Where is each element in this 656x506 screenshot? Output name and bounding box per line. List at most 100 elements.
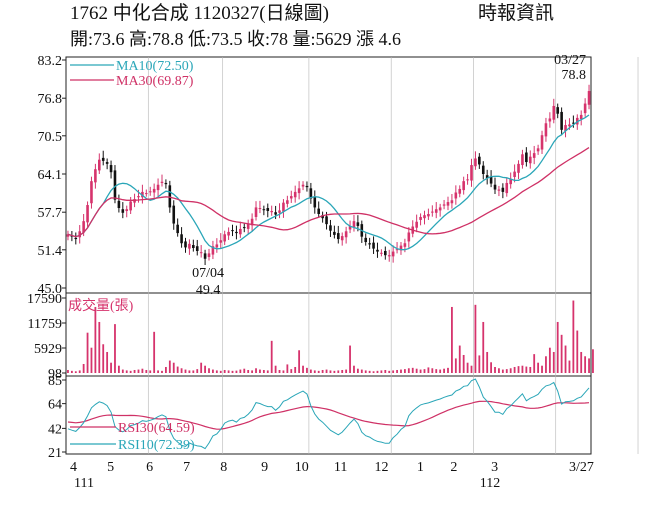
candle-down <box>242 227 246 229</box>
candle-down <box>168 185 172 208</box>
candle-up <box>583 103 587 114</box>
volume-bar <box>584 356 587 373</box>
volume-bar <box>200 362 203 373</box>
volume-bar <box>403 369 406 373</box>
candle-up <box>250 218 254 226</box>
candle-up <box>517 163 520 173</box>
candle-down <box>176 224 179 234</box>
volume-bar <box>458 345 461 373</box>
volume-bar <box>329 370 332 373</box>
volume-bar <box>114 324 116 373</box>
month-tick-label: 6 <box>146 460 153 475</box>
candle-up <box>395 249 399 251</box>
candle-up <box>348 225 352 230</box>
volume-bar <box>388 370 391 373</box>
candle-up <box>340 236 344 241</box>
volume-bar <box>309 369 312 373</box>
candle-up <box>532 153 536 158</box>
volume-bar <box>462 354 465 373</box>
candle-down <box>556 107 559 114</box>
month-tick-label: 12 <box>374 460 388 475</box>
volume-bar <box>262 369 265 373</box>
volume-bar <box>517 366 520 373</box>
legend-ma30: MA30(69.87) <box>116 74 194 89</box>
month-tick-label: 3/27 <box>569 460 594 475</box>
volume-bar <box>392 370 395 373</box>
volume-bar <box>176 366 179 373</box>
low-value-label: 49.4 <box>196 283 221 298</box>
candle-up <box>540 135 544 150</box>
candle-up <box>129 201 132 211</box>
volume-bar <box>576 330 579 373</box>
candle-down <box>356 222 360 226</box>
candle-down <box>325 216 328 225</box>
candle-up <box>286 200 289 204</box>
candle-up <box>227 231 230 236</box>
candle-up <box>352 221 356 228</box>
candle-up <box>552 105 556 120</box>
volume-bar <box>537 362 540 373</box>
volume-bar <box>525 366 528 373</box>
candle-down <box>74 237 78 240</box>
price-tick-label: 45.0 <box>38 282 63 297</box>
candle-down <box>313 196 317 208</box>
volume-bar <box>372 371 375 373</box>
candle-up <box>156 184 160 191</box>
candle-down <box>172 205 176 224</box>
high-value-label: 78.8 <box>562 68 587 83</box>
volume-bar <box>251 370 254 373</box>
candle-down <box>321 215 324 219</box>
volume-bar <box>360 369 363 373</box>
candle-down <box>493 184 497 190</box>
candle-down <box>485 175 489 179</box>
volume-bar <box>411 367 414 373</box>
candle-down <box>368 243 371 245</box>
volume-bar <box>102 344 105 373</box>
candle-down <box>364 237 368 243</box>
candle-down <box>117 200 121 209</box>
volume-bar <box>482 321 485 373</box>
volume-bar <box>157 370 159 373</box>
candle-down <box>203 253 207 259</box>
volume-bar <box>407 368 410 373</box>
ma30-line <box>67 147 590 238</box>
candle-up <box>521 154 524 166</box>
volume-bar <box>94 306 97 373</box>
volume-bar <box>447 367 449 373</box>
price-tick-label: 83.2 <box>38 54 63 69</box>
price-tick-label: 57.7 <box>38 206 63 221</box>
volume-bar <box>439 369 442 373</box>
candle-up <box>293 191 297 198</box>
year-label: 112 <box>480 476 500 491</box>
candle-down <box>336 233 340 240</box>
volume-bar <box>274 365 277 373</box>
candle-up <box>505 182 509 194</box>
volume-bar <box>165 366 167 373</box>
candle-up <box>254 207 258 217</box>
candle-down <box>329 225 332 231</box>
volume-bar <box>572 300 575 373</box>
candle-up <box>145 193 148 195</box>
volume-bar <box>78 370 81 373</box>
volume-bar <box>212 369 214 373</box>
candle-up <box>199 252 203 254</box>
volume-bar <box>513 366 516 373</box>
candle-up <box>152 188 156 193</box>
month-tick-label: 10 <box>295 460 309 475</box>
volume-bar <box>490 362 492 373</box>
volume-bar <box>188 370 191 373</box>
candle-down <box>384 250 387 256</box>
volume-bar <box>341 369 344 373</box>
volume-bar <box>302 365 304 373</box>
volume-bar <box>337 370 340 373</box>
candle-down <box>274 212 277 215</box>
candle-down <box>101 157 105 161</box>
volume-bar <box>161 370 163 373</box>
candle-down <box>376 249 379 252</box>
volume-bar <box>435 369 438 373</box>
candle-up <box>278 210 281 213</box>
candle-down <box>478 156 481 165</box>
legend-rsi30: RSI30(64.59) <box>118 421 195 436</box>
